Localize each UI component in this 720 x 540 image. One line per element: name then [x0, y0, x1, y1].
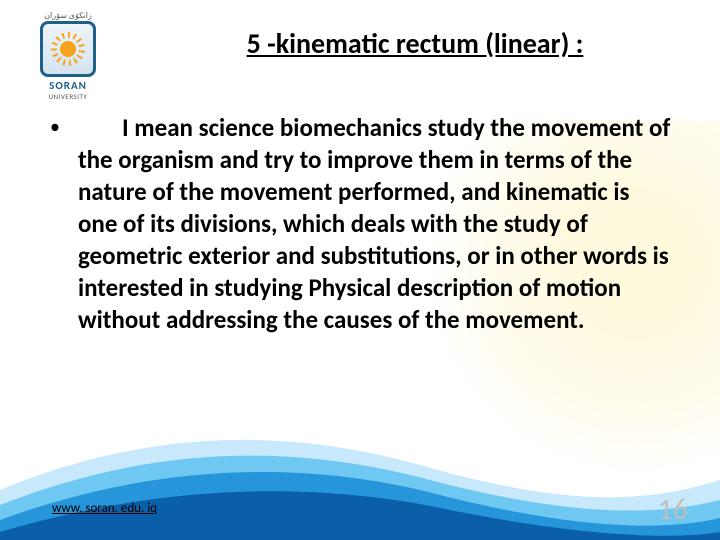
bullet-item: • I mean science biomechanics study the …: [50, 112, 672, 336]
sun-icon: [51, 32, 85, 66]
bullet-text: I mean science biomechanics study the mo…: [78, 112, 672, 336]
background-wave: [0, 410, 720, 540]
university-logo: زانكۆی سۆران SORAN UNIVERSITY: [28, 10, 108, 101]
footer-url[interactable]: www. soran. edu. iq: [52, 501, 157, 516]
logo-arabic: زانكۆی سۆران: [28, 11, 108, 21]
page-number: 16: [658, 491, 688, 528]
slide-title: 5 -kinematic rectum (linear) :: [170, 26, 660, 61]
bullet-marker: •: [50, 112, 60, 142]
logo-name: SORAN: [28, 79, 108, 92]
logo-subtitle: UNIVERSITY: [28, 92, 108, 101]
logo-badge: [40, 21, 96, 77]
